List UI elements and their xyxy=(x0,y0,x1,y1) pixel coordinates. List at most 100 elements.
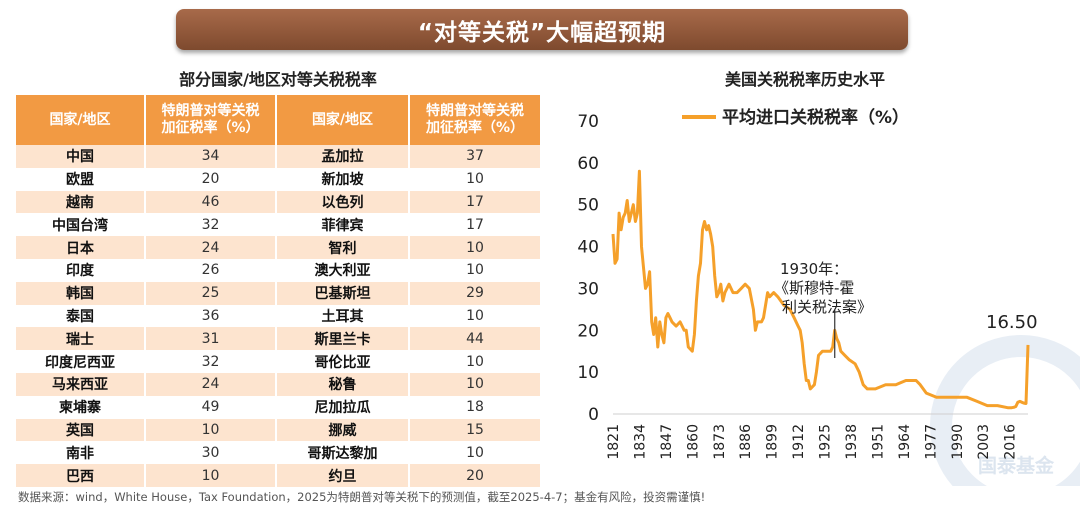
y-axis: 0 10 20 30 40 50 60 70 xyxy=(577,112,599,425)
rate-cell: 30 xyxy=(145,441,277,465)
y-tick-label: 70 xyxy=(577,112,599,132)
header-region-2: 国家/地区 xyxy=(276,95,410,145)
x-tick-label: 2003 xyxy=(976,424,992,460)
country-cell: 中国台湾 xyxy=(16,213,146,237)
table-row: 英国 10 挪威 15 xyxy=(16,418,540,442)
country-cell: 土耳其 xyxy=(276,304,410,328)
country-cell: 泰国 xyxy=(16,304,146,328)
country-cell: 马来西亚 xyxy=(16,372,146,396)
country-cell: 欧盟 xyxy=(16,167,146,191)
x-tick-label: 1925 xyxy=(818,424,834,460)
x-tick-label: 1912 xyxy=(791,424,807,460)
country-cell: 瑞士 xyxy=(16,327,146,351)
x-tick-label: 2016 xyxy=(1003,424,1019,460)
rate-cell: 18 xyxy=(409,395,540,419)
rate-cell: 31 xyxy=(145,327,277,351)
rate-cell: 10 xyxy=(145,464,277,487)
country-cell: 菲律宾 xyxy=(276,213,410,237)
series-line xyxy=(611,169,1030,410)
rate-cell: 32 xyxy=(145,350,277,373)
annotation-line-2: 《斯穆特-霍 xyxy=(774,279,854,297)
rate-cell: 10 xyxy=(145,418,277,442)
table-row: 中国 34 孟加拉 37 xyxy=(16,145,540,168)
tariff-rate-table: 国家/地区 特朗普对等关税 加征税率（%） 国家/地区 特朗普对等关税 加征税率（%… xyxy=(16,95,540,487)
rate-cell: 49 xyxy=(145,395,277,419)
annotation-line-1: 1930年： xyxy=(780,260,848,278)
table-row: 印度 26 澳大利亚 10 xyxy=(16,258,540,282)
y-tick-label: 20 xyxy=(577,321,599,341)
table-row: 韩国 25 巴基斯坦 29 xyxy=(16,281,540,305)
country-cell: 哥伦比亚 xyxy=(276,350,410,373)
rate-cell: 10 xyxy=(409,304,540,328)
x-tick-label: 1834 xyxy=(632,424,648,460)
x-tick-label: 1938 xyxy=(844,424,860,460)
table-row: 印度尼西亚 32 哥伦比亚 10 xyxy=(16,350,540,373)
watermark-text: 国泰基金 xyxy=(978,454,1055,477)
rate-cell: 20 xyxy=(145,167,277,191)
rate-cell: 17 xyxy=(409,190,540,214)
rate-cell: 24 xyxy=(145,236,277,259)
table-row: 马来西亚 24 秘鲁 10 xyxy=(16,372,540,396)
y-tick-label: 50 xyxy=(577,196,599,216)
x-tick-label: 1847 xyxy=(659,424,675,460)
table-row: 泰国 36 土耳其 10 xyxy=(16,304,540,328)
watermark-logo: 国泰基金 xyxy=(930,335,1080,486)
x-tick-label: 1873 xyxy=(712,424,728,460)
x-tick-label: 1990 xyxy=(950,424,966,460)
table-row: 柬埔寨 49 尼加拉瓜 18 xyxy=(16,395,540,419)
tariff-history-chart: 国泰基金 平均进口关税税率（%） 0 10 20 30 40 50 60 70 1821 183… xyxy=(577,107,1080,486)
country-cell: 巴基斯坦 xyxy=(276,281,410,305)
rate-cell: 44 xyxy=(409,327,540,351)
country-cell: 日本 xyxy=(16,236,146,259)
rate-cell: 24 xyxy=(145,372,277,396)
country-cell: 秘鲁 xyxy=(276,372,410,396)
rate-cell: 46 xyxy=(145,190,277,214)
y-tick-label: 0 xyxy=(588,405,599,425)
rate-cell: 36 xyxy=(145,304,277,328)
x-tick-label: 1860 xyxy=(685,424,701,460)
country-cell: 印度尼西亚 xyxy=(16,350,146,373)
country-cell: 澳大利亚 xyxy=(276,258,410,282)
x-tick-label: 1951 xyxy=(870,424,886,460)
country-cell: 约旦 xyxy=(276,464,410,487)
y-tick-label: 60 xyxy=(577,154,599,174)
rate-cell: 10 xyxy=(409,372,540,396)
end-value-label: 16.50 xyxy=(986,312,1038,333)
country-cell: 哥斯达黎加 xyxy=(276,441,410,465)
rate-cell: 15 xyxy=(409,418,540,442)
rate-cell: 10 xyxy=(409,236,540,259)
rate-cell: 10 xyxy=(409,441,540,465)
table-body: 中国 34 孟加拉 37 欧盟 20 新加坡 10 越南 46 以色列 17 中国台湾 32 菲律宾 17 日本… xyxy=(16,145,540,487)
country-cell: 南非 xyxy=(16,441,146,465)
country-cell: 孟加拉 xyxy=(276,145,410,168)
rate-cell: 17 xyxy=(409,213,540,237)
country-cell: 越南 xyxy=(16,190,146,214)
y-tick-label: 10 xyxy=(577,363,599,383)
country-cell: 中国 xyxy=(16,145,146,168)
y-tick-label: 40 xyxy=(577,238,599,258)
country-cell: 英国 xyxy=(16,418,146,442)
x-axis: 1821 1834 1847 1860 1873 1886 1899 1912 1925 1938… xyxy=(606,413,1028,460)
x-tick-label: 1821 xyxy=(606,424,622,460)
country-cell: 巴西 xyxy=(16,464,146,487)
country-cell: 韩国 xyxy=(16,281,146,305)
chart-legend: 平均进口关税税率（%） xyxy=(682,107,909,128)
rate-cell: 37 xyxy=(409,145,540,168)
table-row: 越南 46 以色列 17 xyxy=(16,190,540,214)
rate-cell: 29 xyxy=(409,281,540,305)
rate-cell: 34 xyxy=(145,145,277,168)
country-cell: 以色列 xyxy=(276,190,410,214)
source-note: 数据来源：wind，White House，Tax Foundation，202… xyxy=(18,490,706,504)
y-tick-label: 30 xyxy=(577,279,599,299)
header-rate-1: 特朗普对等关税 加征税率（%） xyxy=(145,95,277,145)
country-cell: 柬埔寨 xyxy=(16,395,146,419)
rate-cell: 32 xyxy=(145,213,277,237)
rate-cell: 10 xyxy=(409,258,540,282)
country-cell: 挪威 xyxy=(276,418,410,442)
table-title: 部分国家/地区对等关税税率 xyxy=(179,70,377,89)
series-layer xyxy=(611,169,1030,410)
table-row: 欧盟 20 新加坡 10 xyxy=(16,167,540,191)
rate-cell: 10 xyxy=(409,350,540,373)
table-header-row: 国家/地区 特朗普对等关税 加征税率（%） 国家/地区 特朗普对等关税 加征税率（%… xyxy=(16,95,540,145)
